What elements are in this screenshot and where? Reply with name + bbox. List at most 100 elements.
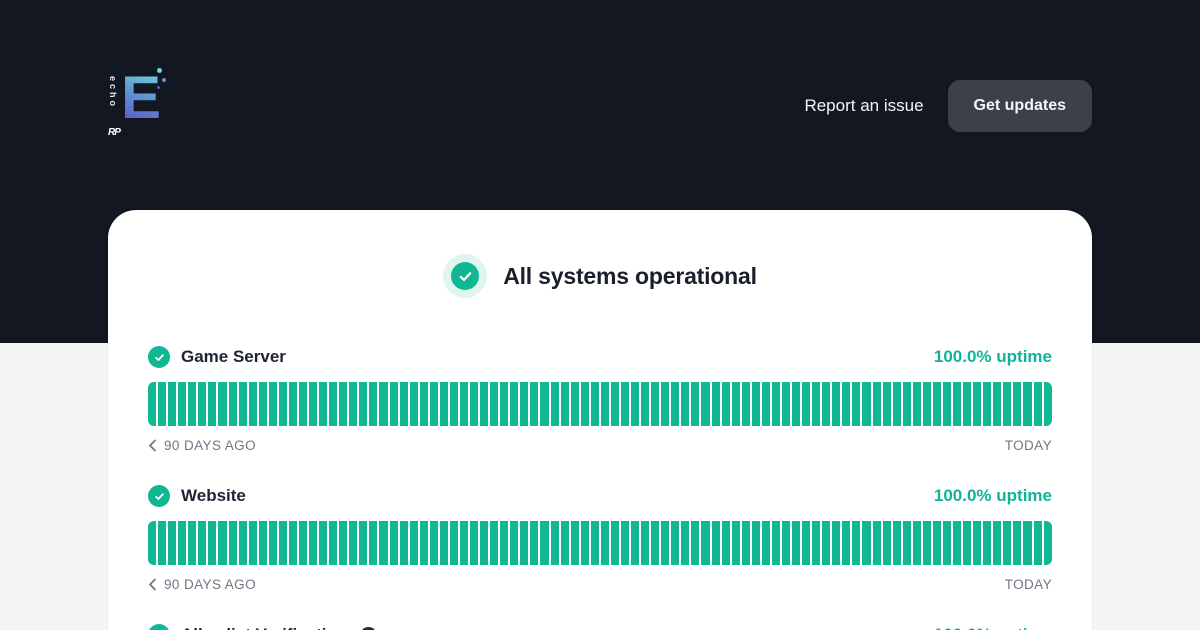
uptime-day-segment[interactable] [781, 382, 790, 426]
uptime-day-segment[interactable] [963, 382, 972, 426]
uptime-day-segment[interactable] [842, 521, 851, 565]
uptime-day-segment[interactable] [288, 521, 297, 565]
uptime-day-segment[interactable] [490, 382, 499, 426]
uptime-day-segment[interactable] [158, 521, 167, 565]
uptime-day-segment[interactable] [278, 521, 287, 565]
uptime-day-segment[interactable] [399, 521, 408, 565]
uptime-day-segment[interactable] [792, 382, 801, 426]
uptime-day-segment[interactable] [641, 382, 650, 426]
uptime-day-segment[interactable] [983, 521, 992, 565]
uptime-day-segment[interactable] [932, 382, 941, 426]
uptime-day-segment[interactable] [691, 521, 700, 565]
uptime-day-segment[interactable] [711, 521, 720, 565]
uptime-day-segment[interactable] [590, 382, 599, 426]
uptime-day-segment[interactable] [580, 382, 589, 426]
uptime-day-segment[interactable] [651, 521, 660, 565]
uptime-day-segment[interactable] [349, 382, 358, 426]
uptime-day-segment[interactable] [580, 521, 589, 565]
uptime-day-segment[interactable] [298, 382, 307, 426]
uptime-day-segment[interactable] [459, 521, 468, 565]
uptime-day-segment[interactable] [449, 382, 458, 426]
info-icon[interactable]: i [360, 626, 378, 630]
uptime-day-segment[interactable] [570, 521, 579, 565]
uptime-bar[interactable] [148, 521, 1052, 565]
uptime-day-segment[interactable] [671, 382, 680, 426]
uptime-day-segment[interactable] [228, 382, 237, 426]
uptime-day-segment[interactable] [319, 382, 328, 426]
report-issue-link[interactable]: Report an issue [804, 96, 924, 115]
uptime-day-segment[interactable] [993, 382, 1002, 426]
uptime-day-segment[interactable] [771, 521, 780, 565]
uptime-day-segment[interactable] [922, 521, 931, 565]
uptime-day-segment[interactable] [953, 382, 962, 426]
uptime-day-segment[interactable] [741, 382, 750, 426]
uptime-day-segment[interactable] [912, 521, 921, 565]
uptime-day-segment[interactable] [258, 521, 267, 565]
uptime-day-segment[interactable] [148, 521, 157, 565]
uptime-day-segment[interactable] [1003, 521, 1012, 565]
uptime-day-segment[interactable] [812, 521, 821, 565]
uptime-day-segment[interactable] [268, 521, 277, 565]
uptime-day-segment[interactable] [983, 382, 992, 426]
uptime-day-segment[interactable] [902, 382, 911, 426]
uptime-day-segment[interactable] [490, 521, 499, 565]
uptime-day-segment[interactable] [862, 521, 871, 565]
uptime-day-segment[interactable] [359, 521, 368, 565]
uptime-day-segment[interactable] [802, 382, 811, 426]
uptime-day-segment[interactable] [379, 382, 388, 426]
uptime-day-segment[interactable] [459, 382, 468, 426]
uptime-day-segment[interactable] [178, 382, 187, 426]
uptime-day-segment[interactable] [942, 382, 951, 426]
uptime-day-segment[interactable] [188, 521, 197, 565]
uptime-day-segment[interactable] [1023, 521, 1032, 565]
uptime-day-segment[interactable] [188, 382, 197, 426]
uptime-day-segment[interactable] [480, 382, 489, 426]
uptime-day-segment[interactable] [238, 521, 247, 565]
uptime-day-segment[interactable] [500, 521, 509, 565]
uptime-day-segment[interactable] [399, 382, 408, 426]
uptime-day-segment[interactable] [610, 521, 619, 565]
uptime-day-segment[interactable] [268, 382, 277, 426]
uptime-day-segment[interactable] [298, 521, 307, 565]
uptime-day-segment[interactable] [761, 382, 770, 426]
uptime-day-segment[interactable] [550, 521, 559, 565]
uptime-day-segment[interactable] [1003, 382, 1012, 426]
uptime-day-segment[interactable] [369, 521, 378, 565]
uptime-day-segment[interactable] [1033, 382, 1042, 426]
uptime-day-segment[interactable] [711, 382, 720, 426]
uptime-day-segment[interactable] [530, 521, 539, 565]
uptime-day-segment[interactable] [721, 521, 730, 565]
uptime-day-segment[interactable] [1013, 521, 1022, 565]
uptime-day-segment[interactable] [379, 521, 388, 565]
uptime-day-segment[interactable] [882, 521, 891, 565]
uptime-day-segment[interactable] [419, 521, 428, 565]
uptime-day-segment[interactable] [812, 382, 821, 426]
uptime-day-segment[interactable] [932, 521, 941, 565]
uptime-day-segment[interactable] [852, 382, 861, 426]
uptime-day-segment[interactable] [218, 521, 227, 565]
uptime-day-segment[interactable] [681, 521, 690, 565]
uptime-day-segment[interactable] [288, 382, 297, 426]
uptime-day-segment[interactable] [329, 382, 338, 426]
uptime-day-segment[interactable] [510, 521, 519, 565]
uptime-day-segment[interactable] [751, 521, 760, 565]
uptime-day-segment[interactable] [832, 382, 841, 426]
uptime-day-segment[interactable] [822, 521, 831, 565]
uptime-day-segment[interactable] [631, 521, 640, 565]
uptime-day-segment[interactable] [510, 382, 519, 426]
uptime-day-segment[interactable] [1023, 382, 1032, 426]
uptime-day-segment[interactable] [661, 382, 670, 426]
uptime-day-segment[interactable] [439, 382, 448, 426]
uptime-day-segment[interactable] [429, 382, 438, 426]
uptime-day-segment[interactable] [620, 382, 629, 426]
uptime-day-segment[interactable] [168, 521, 177, 565]
uptime-day-segment[interactable] [902, 521, 911, 565]
uptime-day-segment[interactable] [178, 521, 187, 565]
uptime-day-segment[interactable] [429, 521, 438, 565]
uptime-day-segment[interactable] [671, 521, 680, 565]
uptime-day-segment[interactable] [208, 521, 217, 565]
uptime-day-segment[interactable] [228, 521, 237, 565]
uptime-day-segment[interactable] [198, 521, 207, 565]
uptime-day-segment[interactable] [449, 521, 458, 565]
uptime-day-segment[interactable] [339, 521, 348, 565]
